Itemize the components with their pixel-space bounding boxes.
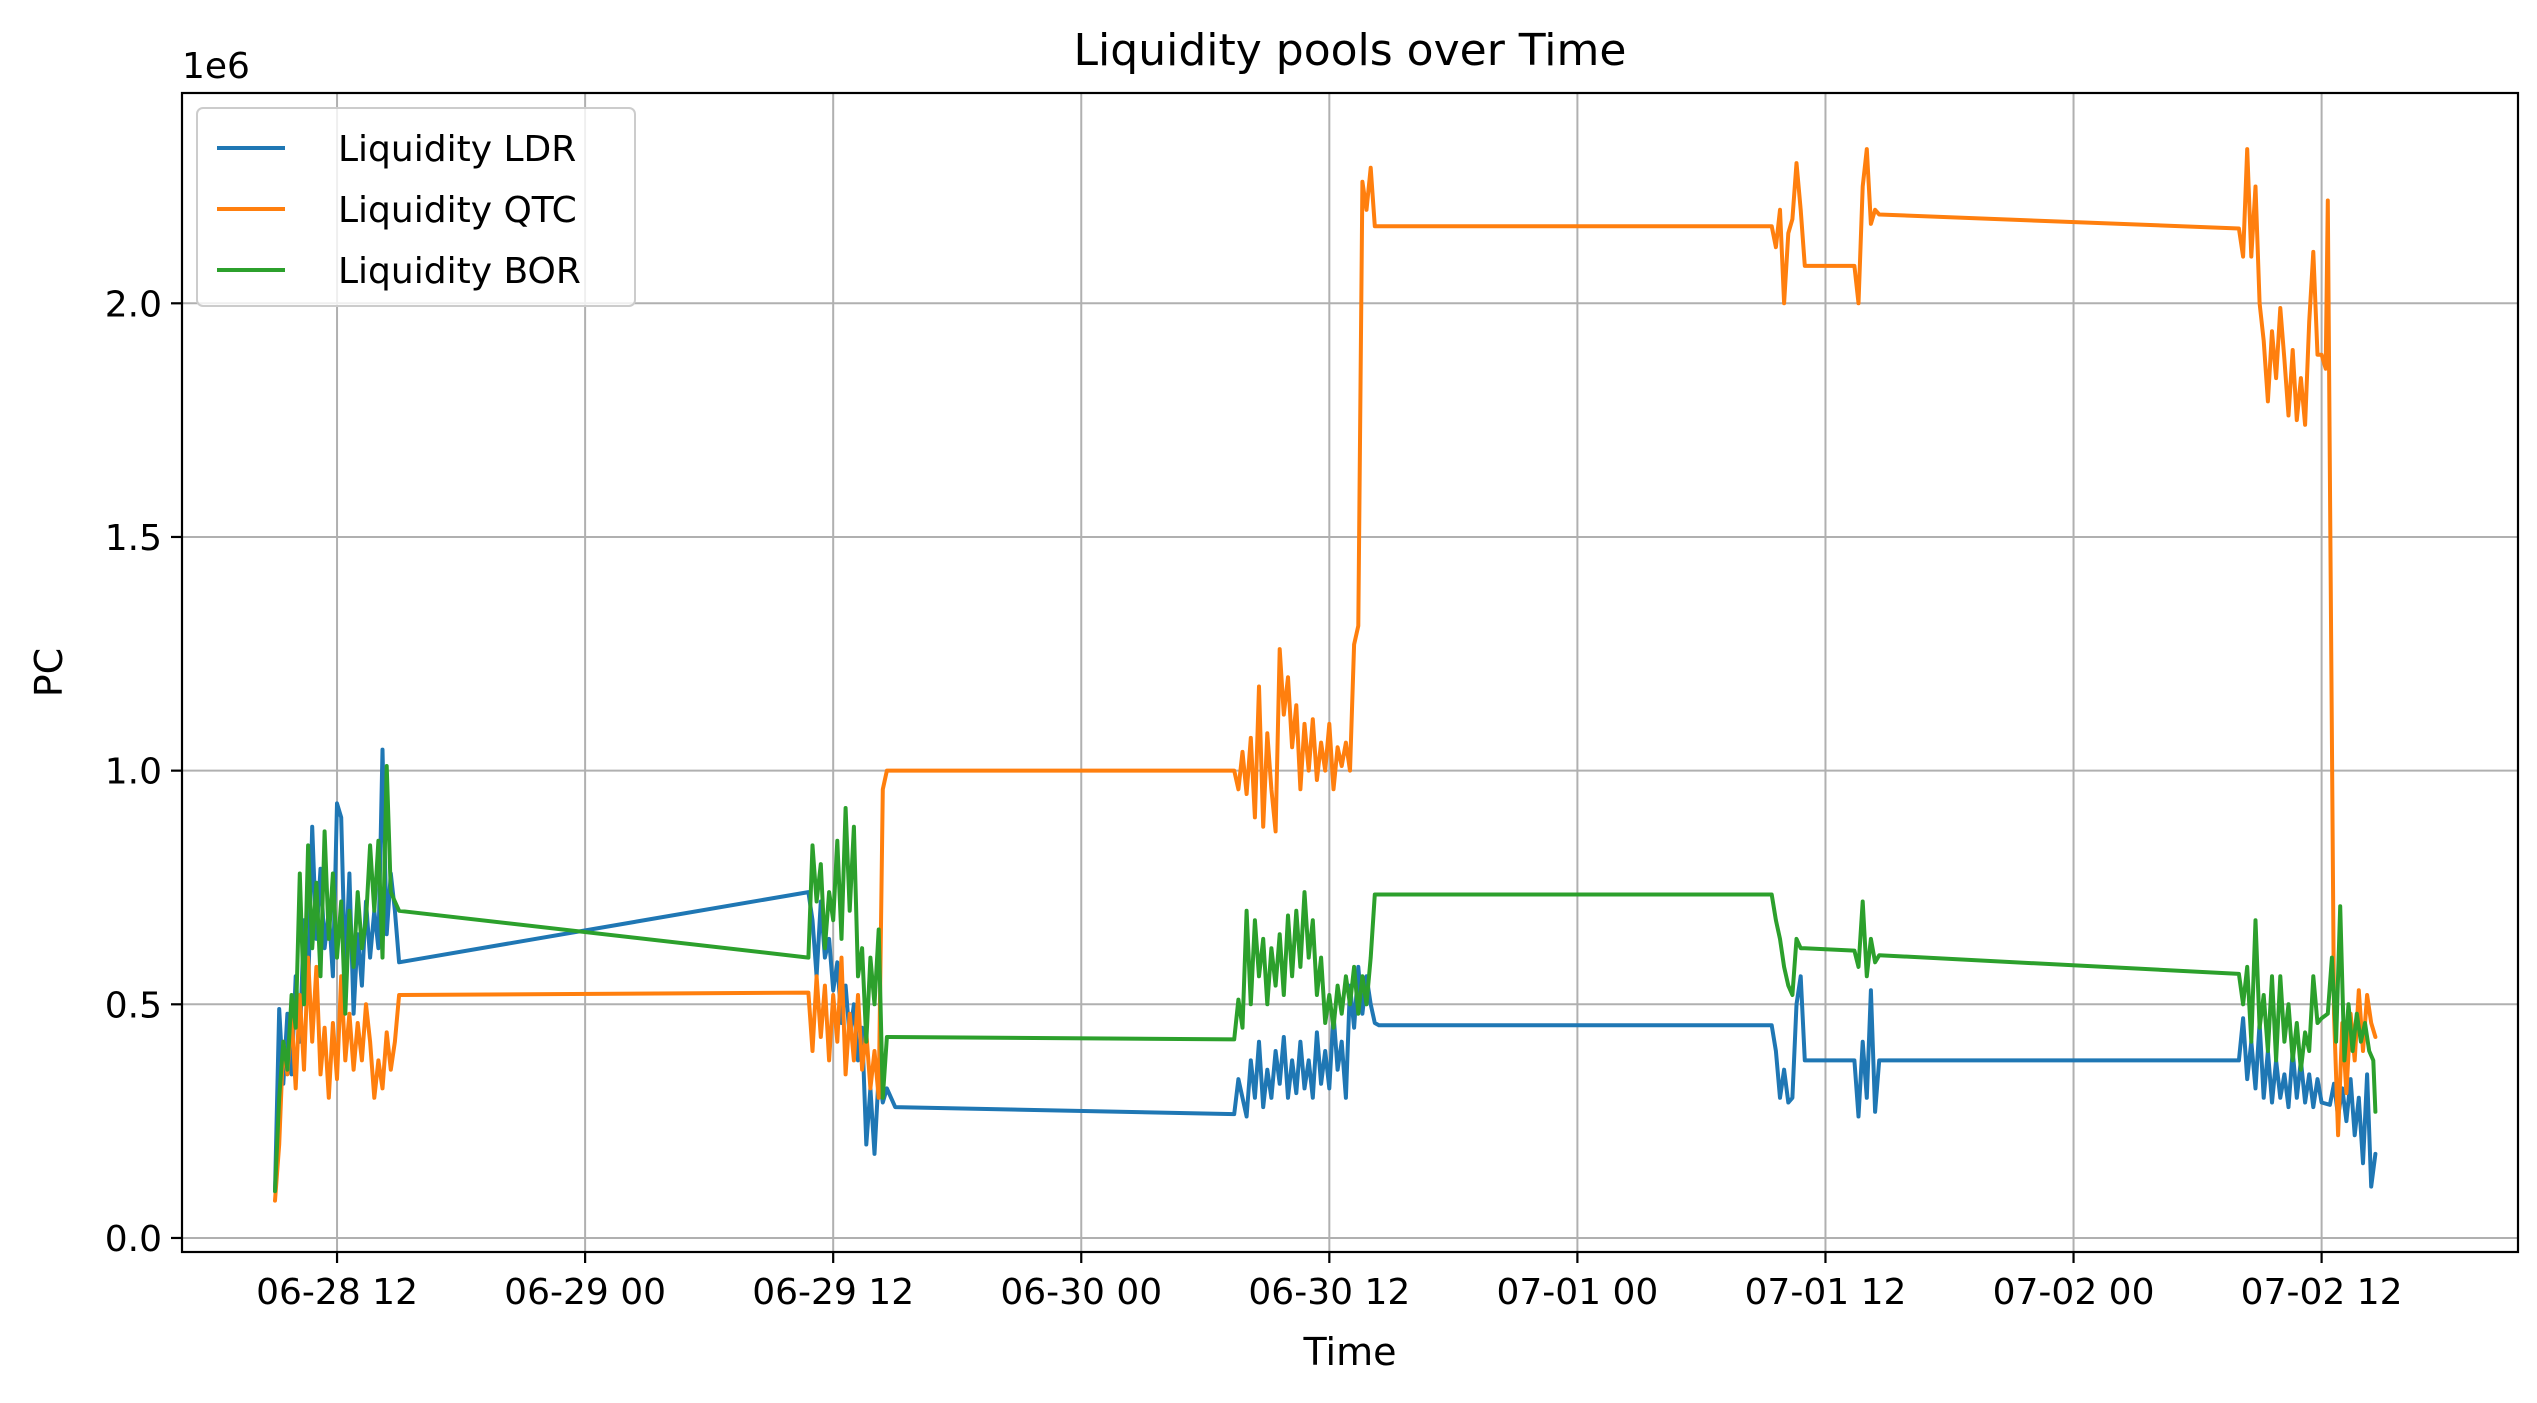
x-tick-label: 06-30 12 xyxy=(1248,1272,1410,1313)
x-tick-label: 07-02 00 xyxy=(1993,1272,2155,1313)
legend-label: Liquidity LDR xyxy=(338,129,576,170)
y-tick-label: 1.0 xyxy=(105,752,162,793)
y-tick-label: 2.0 xyxy=(105,284,162,325)
x-tick-label: 06-29 12 xyxy=(752,1272,914,1313)
x-tick-label: 06-29 00 xyxy=(504,1272,666,1313)
y-axis-label: PC xyxy=(27,648,71,697)
chart-title: Liquidity pools over Time xyxy=(1074,25,1627,76)
series-line-liquidity-ldr xyxy=(273,747,2378,1194)
y-tick-label: 1.5 xyxy=(105,518,162,559)
x-tick-label: 07-01 00 xyxy=(1496,1272,1658,1313)
x-tick-label: 07-01 12 xyxy=(1745,1272,1907,1313)
x-tick-label: 06-30 00 xyxy=(1000,1272,1162,1313)
plot-frame xyxy=(180,91,2520,1254)
series-line-liquidity-qtc xyxy=(273,147,2378,1203)
x-tick-label: 07-02 12 xyxy=(2241,1272,2403,1313)
axis-ticks: 06-28 12 06-29 00 06-29 12 06-30 00 06-30 12… xyxy=(105,284,2403,1313)
y-tick-label: 0.5 xyxy=(105,985,162,1026)
legend-label: Liquidity BOR xyxy=(338,251,581,292)
x-axis-label: Time xyxy=(1303,1330,1397,1374)
legend-label: Liquidity QTC xyxy=(338,190,577,231)
legend-box xyxy=(196,107,636,307)
y-tick-label: 0.0 xyxy=(105,1219,162,1260)
series-line-liquidity-bor xyxy=(273,764,2378,1194)
y-axis-offset-label: 1e6 xyxy=(182,46,250,87)
series-lines xyxy=(273,147,2378,1203)
legend: Liquidity LDR Liquidity QTC Liquidity BOR xyxy=(196,107,636,307)
x-tick-label: 06-28 12 xyxy=(256,1272,418,1313)
